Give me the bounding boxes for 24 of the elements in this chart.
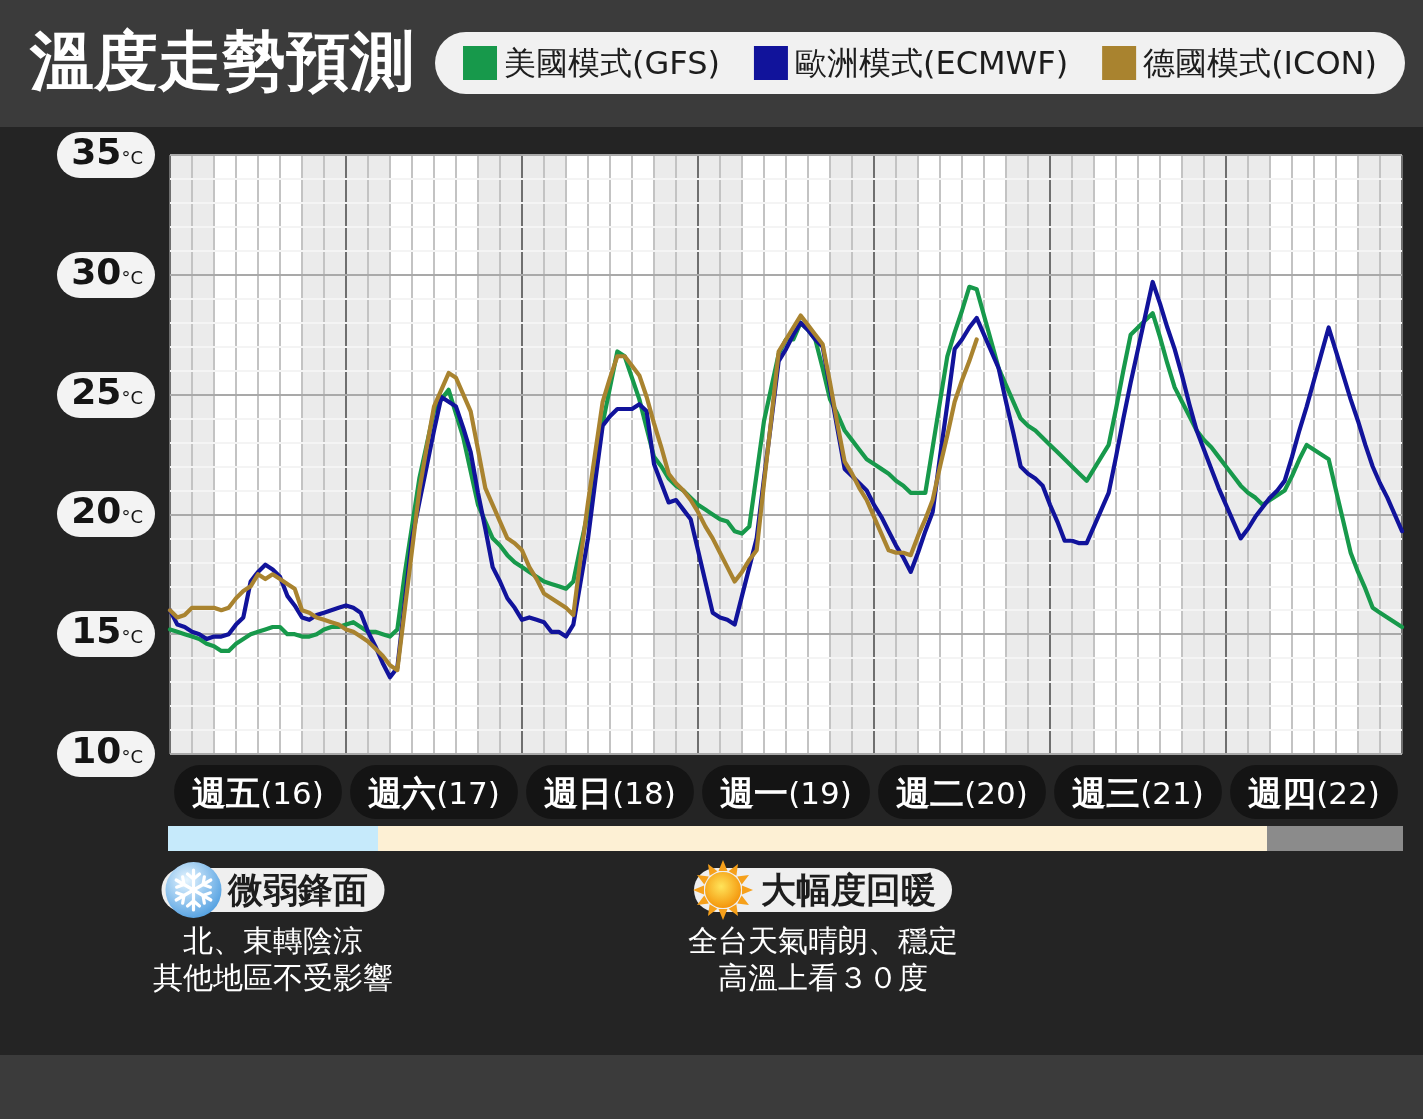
y-tick-label: 15°C xyxy=(71,610,143,654)
y-tick-label: 10°C xyxy=(71,730,143,773)
legend-label: 歐洲模式(ECMWF) xyxy=(794,44,1069,82)
line-series xyxy=(167,313,979,673)
y-tick-label: 30°C xyxy=(71,250,143,294)
text: 北、東轉陰涼 xyxy=(182,923,363,959)
x-tick-label: 週六(17) xyxy=(368,773,500,813)
y-tick-label: 20°C xyxy=(71,490,143,534)
text: 大幅度回暖 xyxy=(760,869,936,912)
x-tick-label: 週四(22) xyxy=(1248,773,1380,813)
legend-label: 美國模式(GFS) xyxy=(504,44,720,82)
text: 其他地區不受影響 xyxy=(152,960,393,996)
text: 微弱鋒面 xyxy=(228,869,369,912)
y-tick-label: 25°C xyxy=(71,370,143,414)
x-tick-label: 週二(20) xyxy=(896,773,1028,813)
text: 高溫上看３０度 xyxy=(717,960,928,996)
chart-title: 溫度走勢預測 xyxy=(29,24,414,98)
legend-label: 德國模式(ICON) xyxy=(1143,44,1377,82)
x-tick-label: 週一(19) xyxy=(720,773,852,813)
x-tick-label: 週三(21) xyxy=(1072,773,1204,813)
x-tick-label: 週日(18) xyxy=(544,773,676,813)
x-tick-label: 週五(16) xyxy=(192,773,324,813)
y-tick-label: 35°C xyxy=(71,131,143,174)
text: 全台天氣晴朗、穩定 xyxy=(687,923,958,959)
